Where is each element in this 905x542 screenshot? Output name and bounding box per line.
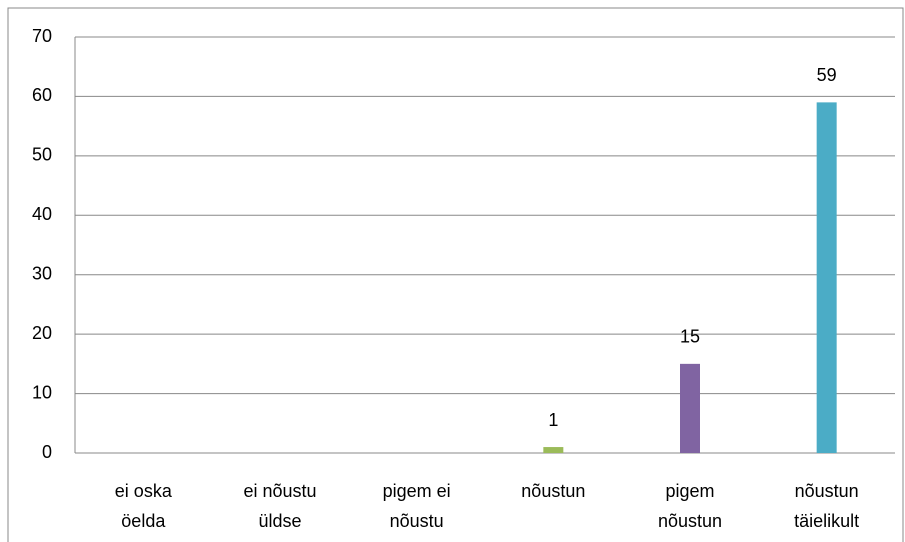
bar xyxy=(543,447,564,453)
y-tick-label: 0 xyxy=(42,442,52,462)
x-tick-label: nõustu xyxy=(390,511,444,531)
x-tick-label: täielikult xyxy=(794,511,859,531)
data-label: 59 xyxy=(817,65,837,85)
x-tick-label: pigem xyxy=(665,481,714,501)
x-tick-label: ei nõustu xyxy=(243,481,316,501)
x-tick-label: nõustun xyxy=(521,481,585,501)
y-tick-label: 60 xyxy=(32,85,52,105)
bar xyxy=(680,363,700,453)
data-label: 1 xyxy=(548,410,558,430)
y-tick-label: 30 xyxy=(32,263,52,283)
x-tick-label: pigem ei xyxy=(383,481,451,501)
y-tick-label: 10 xyxy=(32,382,52,402)
y-tick-label: 40 xyxy=(32,204,52,224)
y-tick-label: 50 xyxy=(32,145,52,165)
x-tick-label: ei oska xyxy=(115,481,173,501)
x-tick-label: öelda xyxy=(121,511,166,531)
x-tick-label: nõustun xyxy=(658,511,722,531)
x-tick-label: nõustun xyxy=(795,481,859,501)
y-tick-label: 70 xyxy=(32,26,52,46)
x-tick-label: üldse xyxy=(258,511,301,531)
y-tick-label: 20 xyxy=(32,323,52,343)
bar xyxy=(816,102,837,453)
data-label: 15 xyxy=(680,327,700,347)
